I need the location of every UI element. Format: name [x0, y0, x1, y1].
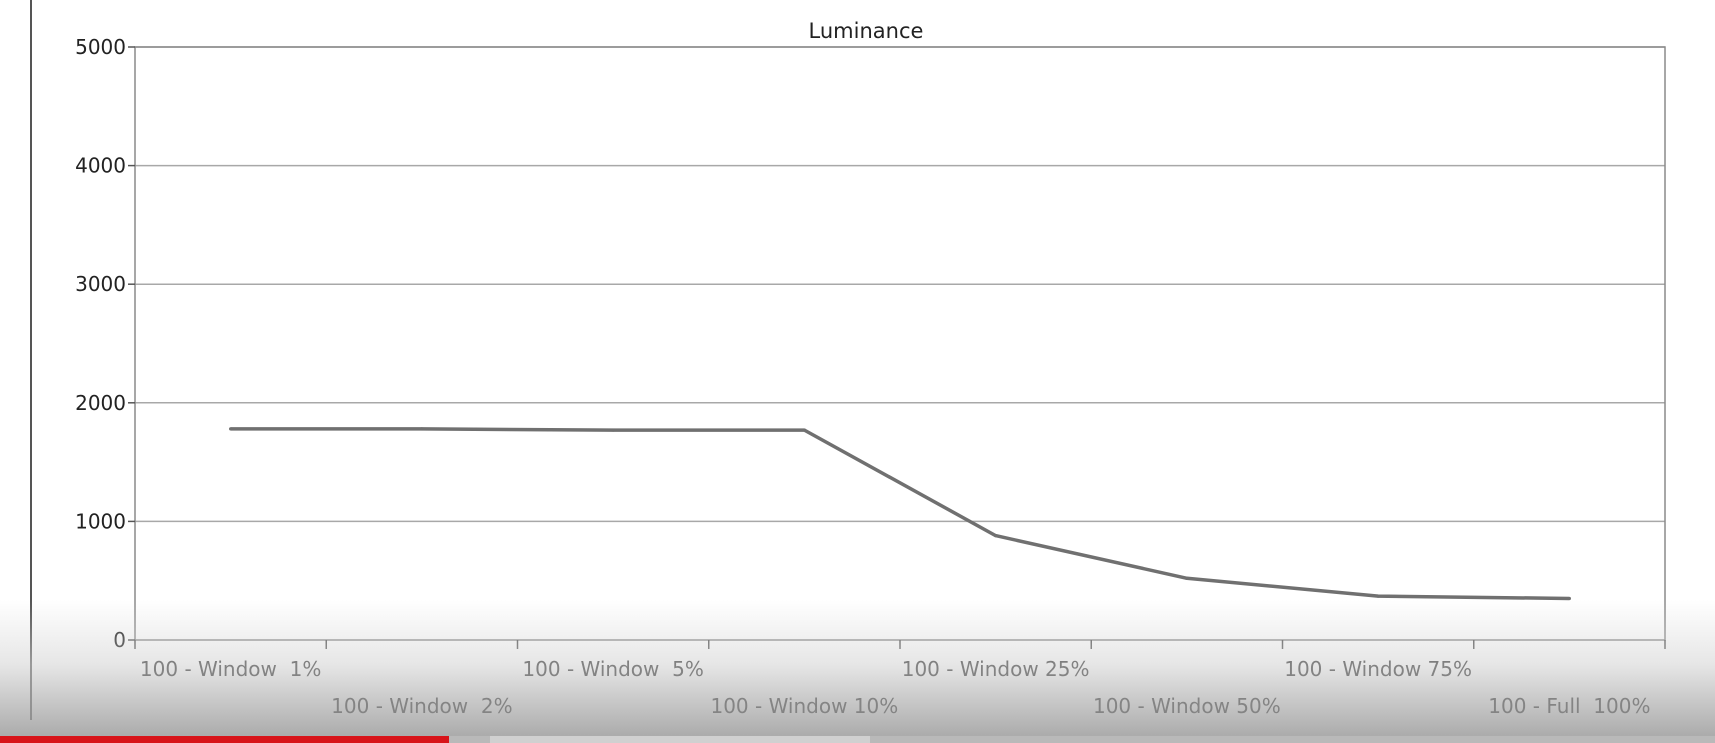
x-tick-label: 100 - Window 75%: [1284, 657, 1472, 681]
series-line-0: [230, 427, 1570, 601]
data-point: [611, 428, 615, 432]
plot-area-frame: [134, 46, 1666, 641]
y-tick-label: 0: [113, 628, 126, 652]
y-axis: 0 1000 2000 3000 4000 5000: [75, 35, 135, 652]
data-point: [1567, 596, 1571, 601]
data-point: [420, 427, 424, 431]
chart-title: Luminance: [809, 19, 924, 43]
y-tick-label: 4000: [75, 154, 126, 178]
x-tick-label: 100 - Window 10%: [710, 694, 898, 718]
y-tick-label: 2000: [75, 391, 126, 415]
data-point: [994, 534, 998, 538]
grid-lines: [135, 46, 1665, 523]
progress-segment-gap: [449, 736, 454, 743]
progress-played[interactable]: [0, 736, 449, 743]
left-panel-divider: [30, 0, 32, 720]
x-tick-label: 100 - Window 5%: [522, 657, 703, 681]
progress-buffered: [490, 736, 870, 743]
x-tick-label: 100 - Window 50%: [1093, 694, 1281, 718]
x-tick-label: 100 - Window 2%: [331, 694, 512, 718]
data-point: [1376, 594, 1380, 598]
x-axis: 100 - Window 1% 100 - Window 2% 100 - Wind…: [134, 640, 1666, 718]
x-tick-label: 100 - Window 1%: [140, 657, 321, 681]
data-point: [229, 427, 233, 431]
series-layer: [229, 427, 1571, 601]
y-tick-label: 5000: [75, 35, 126, 59]
y-tick-label: 1000: [75, 509, 126, 533]
x-tick-label: 100 - Window 25%: [902, 657, 1090, 681]
data-point: [1185, 576, 1189, 580]
x-tick-label: 100 - Full 100%: [1488, 694, 1650, 718]
y-tick-label: 3000: [75, 272, 126, 296]
data-point: [802, 428, 806, 432]
